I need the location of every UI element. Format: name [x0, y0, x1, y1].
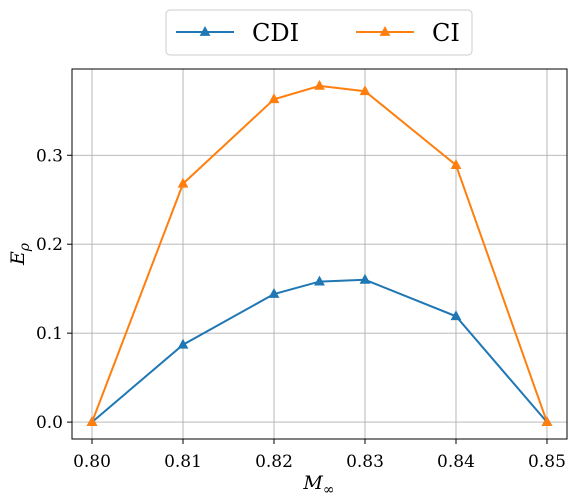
x-axis-ticks: 0.80 0.81 0.82 0.83 0.84 0.85	[73, 439, 566, 472]
plot-frame	[71, 68, 568, 440]
legend-label: CI	[432, 19, 460, 47]
legend-box	[165, 9, 473, 56]
y-axis-label-sub: ρ	[17, 242, 33, 252]
legend-marker	[379, 26, 391, 36]
legend-marker	[199, 26, 211, 36]
data-point	[450, 310, 462, 321]
data-point	[314, 275, 325, 286]
data-point	[541, 416, 553, 427]
data-point	[359, 85, 371, 96]
data-point	[450, 159, 462, 169]
x-axis-label: M∞	[302, 472, 334, 498]
y-tick-label: 0.0	[36, 413, 63, 433]
grid-lines	[72, 69, 567, 439]
series-cdi	[86, 273, 553, 427]
y-axis-label: Eρ	[7, 242, 33, 266]
x-tick-label: 0.84	[437, 452, 475, 472]
y-tick-label: 0.1	[36, 324, 63, 344]
data-point	[177, 338, 189, 349]
data-point	[177, 177, 189, 188]
x-axis-label-main: M	[302, 472, 323, 494]
data-point	[268, 288, 280, 298]
series-ci	[86, 79, 553, 427]
x-tick-label: 0.82	[255, 452, 293, 472]
series-layer	[86, 79, 553, 427]
x-tick-label: 0.83	[346, 452, 384, 472]
data-point	[314, 79, 325, 90]
data-point	[359, 273, 371, 284]
series-line	[91, 84, 548, 423]
series-line	[91, 278, 548, 423]
x-tick-label: 0.85	[528, 452, 566, 472]
data-point	[268, 93, 280, 104]
y-axis-label-main: E	[7, 251, 29, 266]
data-point	[86, 416, 98, 427]
x-axis-label-sub: ∞	[323, 482, 335, 498]
y-tick-label: 0.3	[36, 146, 63, 166]
legend: CDI CI	[165, 9, 473, 56]
y-axis-ticks: 0.0 0.1 0.2 0.3	[36, 146, 72, 433]
x-tick-label: 0.81	[164, 452, 202, 472]
x-tick-label: 0.80	[73, 452, 111, 472]
y-tick-label: 0.2	[36, 235, 63, 255]
legend-label: CDI	[252, 19, 299, 47]
